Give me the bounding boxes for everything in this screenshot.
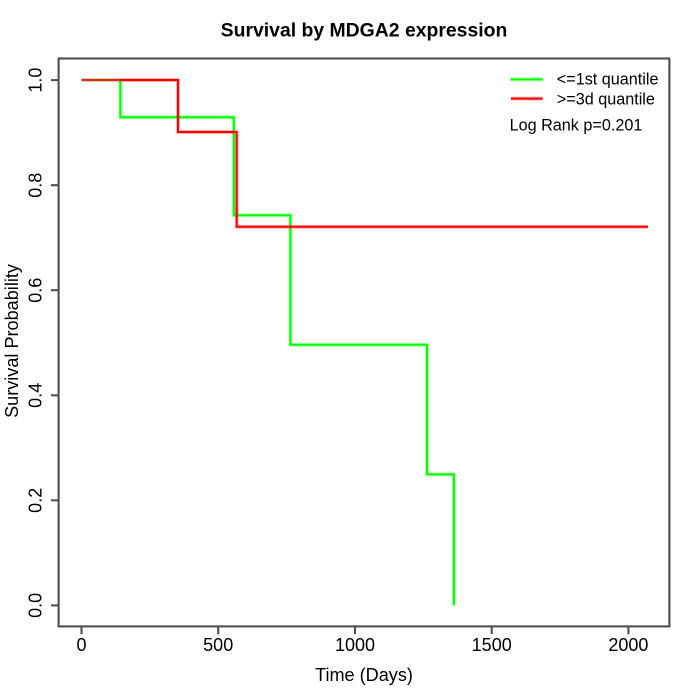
svg-text:>=3d quantile: >=3d quantile <box>557 91 655 109</box>
svg-text:1500: 1500 <box>472 635 512 655</box>
svg-text:0: 0 <box>76 635 86 655</box>
svg-text:Log Rank p=0.201: Log Rank p=0.201 <box>510 117 643 135</box>
svg-text:Time (Days): Time (Days) <box>315 665 413 685</box>
svg-text:0.2: 0.2 <box>26 488 46 513</box>
svg-text:1000: 1000 <box>335 635 375 655</box>
svg-text:0.0: 0.0 <box>26 593 46 618</box>
svg-text:0.4: 0.4 <box>26 383 46 408</box>
svg-text:Survival by MDGA2 expression: Survival by MDGA2 expression <box>221 20 508 42</box>
svg-text:500: 500 <box>203 635 233 655</box>
svg-text:0.8: 0.8 <box>26 173 46 198</box>
svg-text:1.0: 1.0 <box>26 68 46 93</box>
svg-text:2000: 2000 <box>608 635 648 655</box>
svg-text:<=1st quantile: <=1st quantile <box>557 70 659 88</box>
svg-text:0.6: 0.6 <box>26 278 46 303</box>
svg-text:Survival Probability: Survival Probability <box>2 263 22 418</box>
